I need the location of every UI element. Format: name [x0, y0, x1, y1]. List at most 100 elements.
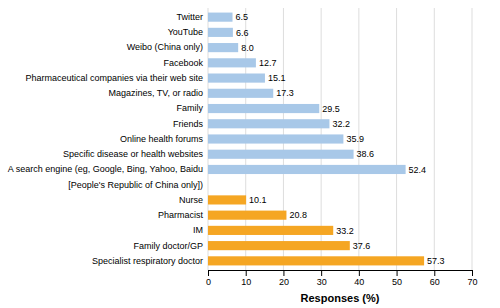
x-tick-label: 60 — [430, 277, 440, 287]
y-tick: Pharmacist — [158, 210, 208, 220]
data-label: 32.2 — [332, 119, 350, 129]
data-label: 12.7 — [259, 58, 277, 68]
x-tick-label: 50 — [392, 277, 402, 287]
y-axis: Specialist respiratory doctor Family doct… — [8, 12, 208, 266]
data-label: 8.0 — [241, 43, 254, 53]
y-tick: A search engine (eg, Google, Bing, Yahoo… — [8, 164, 208, 174]
data-label: 52.4 — [409, 165, 427, 175]
y-tick: Online health forums — [120, 134, 208, 144]
bar — [208, 89, 273, 98]
y-tick-label: Magazines, TV, or radio — [108, 88, 203, 98]
x-axis: 0 10 20 30 40 50 60 70 — [206, 270, 478, 287]
y-tick-label: Pharmacist — [158, 210, 204, 220]
chart: Specialist respiratory doctor Family doct… — [0, 0, 500, 308]
y-tick-label: [People's Republic of China only]) — [68, 180, 203, 190]
data-label: 17.3 — [276, 88, 294, 98]
data-label: 15.1 — [268, 73, 286, 83]
y-tick-label: Family — [177, 103, 204, 113]
y-tick-label: Nurse — [179, 195, 203, 205]
y-tick-label: IM — [193, 225, 203, 235]
x-tick-label: 10 — [241, 277, 251, 287]
data-label: 57.3 — [427, 256, 445, 266]
x-tick-mark — [283, 270, 284, 276]
y-tick: Weibo (China only) — [127, 42, 208, 52]
y-tick: Magazines, TV, or radio — [108, 88, 208, 98]
grid — [208, 8, 472, 270]
x-tick-label: 20 — [279, 277, 289, 287]
bar — [208, 211, 286, 220]
x-tick: 50 — [392, 270, 402, 287]
data-label: 29.5 — [322, 104, 340, 114]
data-label: 37.6 — [353, 241, 371, 251]
bar — [208, 58, 256, 67]
y-tick: Facebook — [163, 58, 208, 68]
x-tick-mark — [472, 270, 473, 276]
x-axis-title: Responses (%) — [301, 292, 380, 304]
axis-line — [209, 271, 473, 277]
y-tick: YouTube — [168, 27, 208, 37]
x-tick: 20 — [279, 270, 289, 287]
bar — [208, 150, 354, 159]
bar — [208, 13, 233, 22]
bar — [208, 165, 406, 174]
y-tick: Specialist respiratory doctor — [92, 256, 208, 266]
bar — [208, 119, 329, 128]
x-tick: 0 — [206, 270, 211, 287]
x-tick: 10 — [241, 270, 251, 287]
data-label: 10.1 — [249, 195, 267, 205]
data-labels: 57.3 37.6 33.2 20.8 10.1 52.4 38.6 35.9 32.2 29.5… — [236, 12, 445, 266]
data-label: 38.6 — [357, 149, 375, 159]
data-label: 33.2 — [336, 226, 354, 236]
data-label: 20.8 — [289, 210, 307, 220]
bar — [208, 195, 246, 204]
x-tick-mark — [208, 270, 209, 276]
bar — [208, 134, 343, 143]
bar — [208, 226, 333, 235]
x-tick-label: 40 — [354, 277, 364, 287]
x-tick-mark — [321, 270, 322, 276]
x-tick: 40 — [354, 270, 364, 287]
y-tick: Twitter — [176, 12, 208, 22]
x-tick: 30 — [317, 270, 327, 287]
bar — [208, 74, 265, 83]
data-label: 6.5 — [236, 12, 249, 22]
data-label: 35.9 — [346, 134, 364, 144]
bar — [208, 104, 319, 113]
y-tick: Specific disease or health websites — [63, 149, 208, 159]
grid-line — [434, 8, 435, 270]
x-tick-mark — [434, 270, 435, 276]
y-tick-label: YouTube — [168, 27, 203, 37]
grid-line — [472, 8, 473, 270]
x-tick-label: 0 — [206, 277, 211, 287]
y-tick: Friends — [173, 119, 208, 129]
y-tick: Family doctor/GP — [133, 241, 208, 251]
y-tick: Family — [177, 103, 209, 113]
bar — [208, 43, 238, 52]
y-tick-label: Specific disease or health websites — [63, 149, 204, 159]
y-tick-label: Pharmaceutical companies via their web s… — [25, 73, 203, 83]
x-tick: 60 — [430, 270, 440, 287]
y-tick: IM — [193, 225, 208, 235]
x-tick-mark — [397, 270, 398, 276]
y-tick-label: Online health forums — [120, 134, 204, 144]
bars — [208, 13, 424, 266]
data-label: 6.6 — [236, 28, 249, 38]
y-tick-label: Twitter — [176, 12, 203, 22]
x-tick-mark — [359, 270, 360, 276]
grid-line — [396, 8, 397, 270]
y-tick: [People's Republic of China only]) — [68, 180, 208, 190]
x-tick: 70 — [467, 270, 477, 287]
y-tick-label: Facebook — [163, 58, 203, 68]
y-tick-label: A search engine (eg, Google, Bing, Yahoo… — [8, 164, 203, 174]
y-tick: Pharmaceutical companies via their web s… — [25, 73, 208, 83]
x-tick-label: 70 — [467, 277, 477, 287]
bar — [208, 28, 233, 37]
x-tick-mark — [246, 270, 247, 276]
y-tick-label: Specialist respiratory doctor — [92, 256, 203, 266]
bar — [208, 256, 424, 265]
y-tick-label: Weibo (China only) — [127, 42, 203, 52]
bar — [208, 241, 350, 250]
y-tick-label: Friends — [173, 119, 204, 129]
x-tick-label: 30 — [317, 277, 327, 287]
y-tick-label: Family doctor/GP — [133, 241, 203, 251]
